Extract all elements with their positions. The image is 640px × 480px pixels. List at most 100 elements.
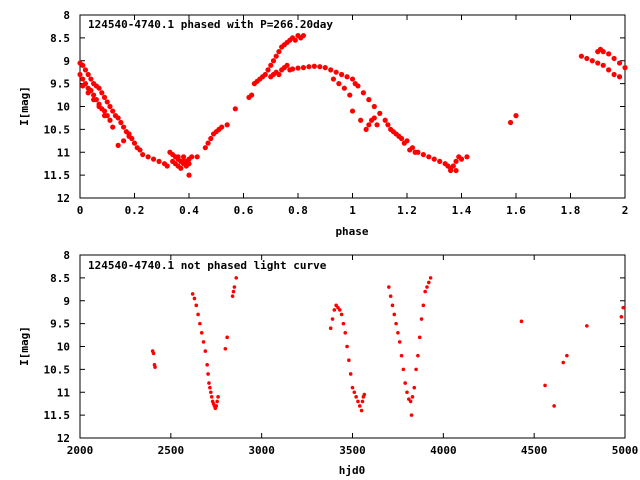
phased-data-point [349, 108, 356, 114]
phased-data-point [382, 117, 388, 123]
phased-data-point [578, 53, 585, 59]
phased-data-point [420, 151, 426, 158]
unphased-data-point [519, 319, 524, 324]
phased-data-point [96, 103, 102, 110]
phased-data-point [360, 90, 366, 96]
phased-y-axis-label: I[mag] [18, 86, 31, 126]
phased-data-point [249, 92, 255, 98]
phased-data-point [270, 58, 277, 64]
phased-data-point [265, 67, 271, 73]
phased-data-point [374, 122, 380, 128]
phased-x-tick-label: 2 [622, 204, 629, 217]
phased-data-point [180, 154, 187, 160]
phased-data-point [85, 71, 91, 78]
phased-data-point [600, 62, 606, 68]
unphased-data-point [387, 285, 391, 289]
phased-data-point [347, 92, 353, 98]
unphased-data-point [339, 312, 344, 317]
phased-data-point [317, 64, 323, 70]
phased-data-point [371, 115, 377, 121]
unphased-data-point [543, 383, 547, 388]
phased-data-point [82, 67, 89, 73]
phased-data-point [616, 74, 623, 80]
phased-data-point [589, 58, 595, 64]
unphased-data-point [362, 392, 367, 397]
phased-data-point [107, 103, 113, 110]
unphased-plot-frame [79, 254, 626, 439]
phased-data-point [121, 124, 127, 130]
unphased-data-point [208, 385, 212, 390]
phased-data-point [80, 83, 86, 89]
phased-x-tick-label: 0.4 [179, 204, 199, 217]
unphased-data-point [354, 395, 358, 399]
unphased-data-point [232, 285, 237, 289]
phased-data-point [453, 167, 459, 174]
phased-data-point [426, 154, 432, 160]
phased-data-point [464, 154, 470, 160]
phased-data-point [107, 117, 113, 123]
unphased-x-tick-label: 3500 [339, 444, 366, 457]
unphased-data-point [194, 303, 199, 308]
phased-data-point [616, 60, 623, 66]
phased-data-point [194, 154, 200, 160]
phased-data-point [295, 65, 301, 71]
unphased-data-point [343, 330, 348, 335]
unphased-data-point [348, 372, 353, 376]
phased-data-point [311, 63, 317, 69]
phased-data-point [584, 55, 590, 62]
phased-data-point [80, 76, 86, 82]
phased-data-point [186, 172, 192, 178]
phased-x-tick-label: 0.8 [288, 204, 308, 217]
unphased-data-point [330, 317, 335, 321]
phased-data-point [606, 51, 612, 57]
unphased-x-tick-label: 5000 [612, 444, 639, 457]
phased-data-point [276, 71, 282, 78]
phased-data-point [131, 140, 138, 146]
phased-y-axis: 8 8.5 9 9.5 10 10.5 11 11.5 12 [44, 9, 625, 205]
unphased-chart-title: 124540-4740.1 not phased light curve [88, 259, 327, 272]
phased-data-point [118, 119, 124, 126]
phased-x-tick-label: 0.6 [234, 204, 254, 217]
phased-plot-frame [79, 14, 626, 199]
unphased-data-point [345, 344, 349, 349]
unphased-y-tick-label: 9 [63, 295, 70, 308]
unphased-data-point [352, 390, 357, 395]
phased-x-tick-label: 0.2 [125, 204, 145, 217]
unphased-data-point [190, 292, 195, 296]
unphased-data-point [337, 308, 342, 312]
unphased-data-point [225, 335, 229, 340]
phased-y-tick-label: 8 [63, 9, 70, 22]
unphased-data-point [396, 330, 400, 335]
phased-data-point [268, 62, 274, 68]
phased-data-point [208, 135, 214, 142]
unphased-x-tick-label: 2500 [158, 444, 185, 457]
unphased-data-point [621, 305, 625, 310]
phased-x-tick-label: 1 [349, 204, 356, 217]
phased-data-point [328, 67, 334, 73]
phased-data-point [595, 60, 601, 66]
unphased-data-point [357, 404, 362, 408]
unphased-y-tick-label: 10.5 [44, 363, 71, 376]
unphased-data-point [205, 363, 209, 367]
phased-chart-title: 124540-4740.1 phased with P=266.20day [88, 18, 333, 31]
phased-data-point [126, 133, 132, 139]
phased-data-point [80, 62, 86, 68]
phased-data-point [145, 154, 151, 160]
unphased-data-point [410, 395, 415, 399]
phased-data-point [300, 32, 307, 39]
phased-data-point [606, 67, 612, 73]
unphased-data-point [151, 351, 156, 356]
phased-data-point [371, 103, 377, 110]
unphased-data-point [203, 349, 208, 353]
unphased-data-point [230, 294, 235, 298]
phased-data-point [458, 156, 465, 162]
phased-data-point [453, 158, 459, 164]
phased-data-point [164, 163, 170, 169]
phased-data-point [205, 140, 211, 146]
phased-data-point [396, 133, 402, 139]
phased-data-point [341, 85, 347, 91]
phased-y-tick-label: 9 [63, 55, 70, 68]
unphased-data-point [421, 303, 426, 308]
unphased-data-point [423, 289, 427, 294]
